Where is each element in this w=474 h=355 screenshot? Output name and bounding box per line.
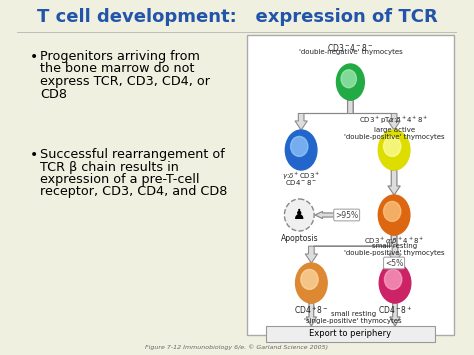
- Polygon shape: [389, 235, 401, 263]
- Text: Apoptosis: Apoptosis: [281, 234, 318, 243]
- Circle shape: [284, 199, 314, 231]
- Ellipse shape: [296, 263, 327, 303]
- Text: TCR β chain results in: TCR β chain results in: [40, 160, 179, 174]
- Ellipse shape: [379, 263, 411, 303]
- Text: Progenitors arriving from: Progenitors arriving from: [40, 50, 200, 63]
- Text: express TCR, CD3, CD4, or: express TCR, CD3, CD4, or: [40, 75, 210, 88]
- Ellipse shape: [378, 130, 410, 170]
- Text: CD4$^-$8$^-$: CD4$^-$8$^-$: [285, 178, 317, 187]
- Text: CD4$^+$8$^-$: CD4$^+$8$^-$: [294, 304, 329, 316]
- Text: >95%: >95%: [335, 211, 358, 219]
- Text: CD8: CD8: [40, 87, 67, 100]
- Text: T cell development:   expression of TCR: T cell development: expression of TCR: [36, 8, 438, 26]
- Polygon shape: [388, 170, 400, 195]
- Ellipse shape: [383, 136, 401, 157]
- Polygon shape: [305, 235, 397, 263]
- Text: large active: large active: [374, 127, 415, 133]
- Text: 'double-positive' thymocytes: 'double-positive' thymocytes: [344, 134, 445, 140]
- Ellipse shape: [383, 201, 401, 222]
- Text: 'double-negative' thymocytes: 'double-negative' thymocytes: [299, 49, 402, 55]
- Text: CD3$^-$4$^-$8$^-$: CD3$^-$4$^-$8$^-$: [327, 42, 374, 53]
- Text: receptor, CD3, CD4, and CD8: receptor, CD3, CD4, and CD8: [40, 186, 228, 198]
- Text: small resting: small resting: [372, 243, 417, 249]
- Text: CD3$^+$pT$\alpha$:$\beta$$^+$4$^+$8$^+$: CD3$^+$pT$\alpha$:$\beta$$^+$4$^+$8$^+$: [359, 115, 429, 126]
- Text: <5%: <5%: [385, 258, 403, 268]
- Text: •: •: [30, 148, 38, 162]
- Polygon shape: [315, 212, 335, 218]
- Text: 'single-positive' thymocytes: 'single-positive' thymocytes: [304, 318, 402, 324]
- Text: Export to periphery: Export to periphery: [310, 329, 392, 339]
- Text: ♟: ♟: [293, 208, 306, 222]
- Bar: [247, 35, 454, 335]
- Text: Successful rearrangement of: Successful rearrangement of: [40, 148, 225, 161]
- Polygon shape: [306, 303, 317, 326]
- Polygon shape: [347, 100, 400, 130]
- Ellipse shape: [337, 64, 365, 100]
- Text: expression of a pre-T-cell: expression of a pre-T-cell: [40, 173, 200, 186]
- Ellipse shape: [378, 195, 410, 235]
- Ellipse shape: [384, 269, 402, 289]
- Text: •: •: [30, 50, 38, 64]
- Text: small resting: small resting: [331, 311, 376, 317]
- Ellipse shape: [341, 70, 356, 88]
- Polygon shape: [390, 303, 400, 326]
- Ellipse shape: [301, 269, 318, 289]
- Text: CD4$^-$8$^+$: CD4$^-$8$^+$: [378, 304, 412, 316]
- Bar: [266, 326, 435, 342]
- Text: 'double-positive' thymocytes: 'double-positive' thymocytes: [344, 250, 445, 256]
- Polygon shape: [295, 100, 353, 130]
- Text: Figure 7-12 Immunobiology 6/e. © Garland Science 2005): Figure 7-12 Immunobiology 6/e. © Garland…: [146, 344, 328, 350]
- Ellipse shape: [285, 130, 317, 170]
- Ellipse shape: [291, 136, 308, 157]
- Text: the bone marrow do not: the bone marrow do not: [40, 62, 194, 76]
- Text: CD3$^+\alpha$:$\beta$$^+$4$^+$8$^+$: CD3$^+\alpha$:$\beta$$^+$4$^+$8$^+$: [364, 236, 424, 247]
- Text: $\gamma$:$\delta$$^+$CD3$^+$: $\gamma$:$\delta$$^+$CD3$^+$: [282, 171, 320, 182]
